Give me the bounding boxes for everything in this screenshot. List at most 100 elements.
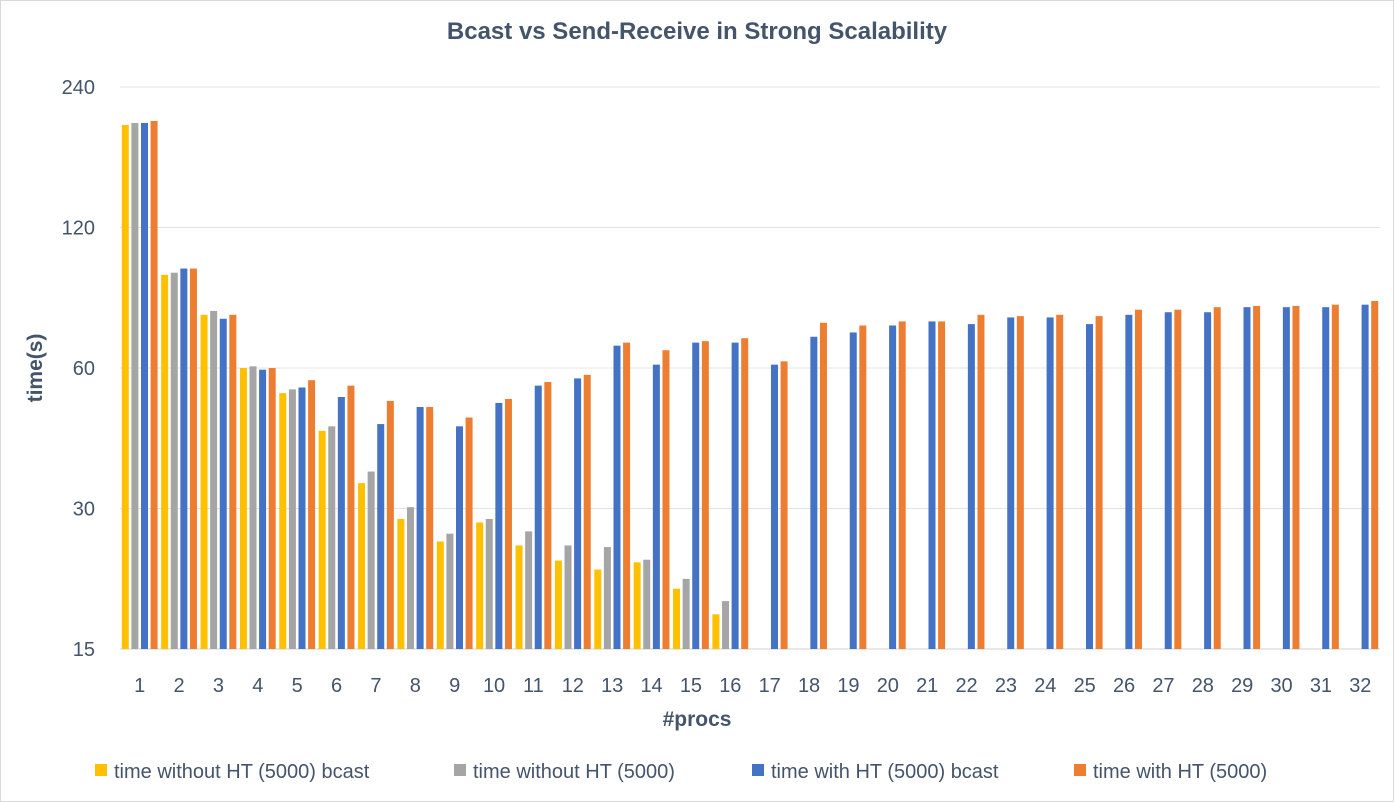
bar [583, 374, 591, 649]
bar [504, 398, 512, 649]
x-tick-label: 2 [174, 675, 185, 697]
bar [121, 124, 129, 650]
y-axis-ticks: 15 30 60 120 240 [62, 77, 95, 661]
bar [594, 569, 602, 649]
bar [249, 366, 257, 649]
legend-swatch [95, 764, 107, 776]
bar [623, 342, 631, 649]
legend-swatch [752, 764, 764, 776]
x-tick-label: 1 [134, 675, 145, 697]
bar [810, 336, 818, 649]
x-tick-label: 8 [410, 675, 421, 697]
bar [210, 310, 218, 649]
y-tick-label: 120 [62, 218, 95, 240]
x-tick-label: 12 [562, 675, 584, 697]
bar [1007, 317, 1015, 649]
legend-label: time without HT (5000) [473, 761, 675, 783]
bar [465, 417, 473, 649]
bar [200, 314, 208, 649]
bar [1371, 301, 1379, 649]
x-tick-label: 31 [1310, 675, 1332, 697]
bar [140, 122, 148, 649]
bar [722, 601, 730, 649]
bar [347, 385, 355, 649]
x-tick-label: 26 [1113, 675, 1135, 697]
bar [1095, 316, 1103, 649]
bar [426, 406, 434, 649]
bar [239, 368, 247, 649]
legend-swatch [454, 764, 466, 776]
bar [938, 321, 946, 649]
bar [1253, 305, 1261, 649]
bar [889, 325, 897, 649]
bar [485, 518, 493, 649]
bar [328, 426, 336, 649]
x-tick-label: 7 [370, 675, 381, 697]
bar [859, 325, 867, 649]
bar [189, 268, 197, 649]
bar [436, 541, 444, 649]
bar [180, 268, 188, 649]
bar [1292, 305, 1300, 649]
bar [1046, 317, 1054, 649]
bar [849, 332, 857, 649]
bar [1282, 307, 1290, 649]
legend: time without HT (5000) bcast time without… [95, 761, 1267, 783]
bar [1174, 309, 1182, 649]
bar [455, 426, 463, 649]
x-tick-label: 18 [798, 675, 820, 697]
x-tick-label: 28 [1192, 675, 1214, 697]
bar [819, 322, 827, 649]
legend-label: time without HT (5000) bcast [114, 761, 370, 783]
bar [515, 545, 523, 649]
x-tick-label: 19 [837, 675, 859, 697]
bar [633, 562, 641, 649]
bar [318, 430, 326, 649]
x-tick-label: 13 [601, 675, 623, 697]
bar [1164, 312, 1172, 649]
bar [367, 471, 375, 649]
bar [1331, 304, 1339, 649]
x-axis-title: #procs [663, 708, 732, 731]
x-tick-label: 15 [680, 675, 702, 697]
x-tick-label: 32 [1349, 675, 1371, 697]
legend-swatch [1074, 764, 1086, 776]
x-tick-label: 29 [1231, 675, 1253, 697]
bar [219, 318, 227, 649]
bar [495, 402, 503, 649]
bar [673, 588, 681, 649]
bar [1213, 307, 1221, 649]
x-tick-label: 24 [1034, 675, 1056, 697]
bar [662, 350, 670, 649]
bar [643, 559, 651, 649]
legend-label: time with HT (5000) [1093, 761, 1267, 783]
bar [692, 342, 700, 649]
y-tick-label: 60 [73, 358, 95, 380]
bar [1204, 312, 1212, 649]
bar [770, 364, 778, 649]
bar [337, 397, 345, 649]
bar [534, 385, 542, 649]
bar [1056, 314, 1064, 649]
x-tick-label: 5 [292, 675, 303, 697]
bar [386, 400, 394, 649]
y-tick-label: 240 [62, 77, 95, 99]
x-tick-label: 3 [213, 675, 224, 697]
bar [977, 314, 985, 649]
y-tick-label: 15 [73, 639, 95, 661]
bar [564, 545, 572, 649]
bar [131, 122, 139, 649]
bar [967, 324, 975, 649]
bar [525, 531, 533, 649]
chart-title: Bcast vs Send-Receive in Strong Scalabil… [447, 18, 948, 45]
x-tick-label: 11 [523, 675, 544, 697]
x-tick-label: 20 [877, 675, 899, 697]
x-tick-label: 25 [1074, 675, 1096, 697]
bar [288, 389, 296, 649]
bar [731, 342, 739, 649]
bar [308, 380, 316, 649]
bar [574, 378, 582, 649]
bar [1016, 316, 1024, 649]
